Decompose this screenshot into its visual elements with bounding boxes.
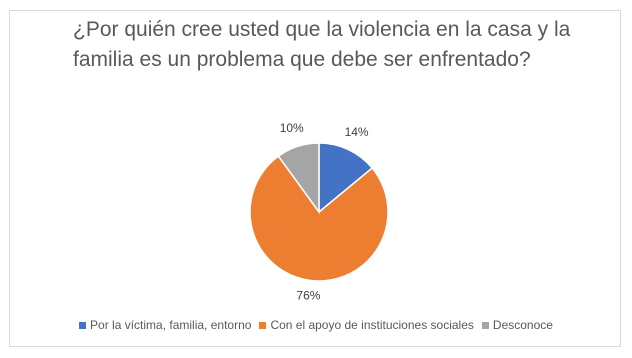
data-label: 14% — [345, 125, 369, 139]
pie-slice — [249, 155, 389, 282]
pie-slice — [277, 142, 320, 215]
legend-label: Con el apoyo de instituciones sociales — [270, 318, 474, 332]
legend-label: Por la víctima, familia, entorno — [90, 318, 252, 332]
data-labels: 14% 76% 10% — [280, 121, 369, 303]
legend-label: Desconoce — [492, 318, 553, 332]
legend-swatch — [481, 321, 489, 329]
pie-slice — [318, 142, 374, 214]
data-label: 10% — [280, 121, 304, 135]
legend-swatch — [259, 321, 267, 329]
legend-swatch — [79, 321, 87, 329]
data-label: 76% — [296, 289, 320, 303]
legend: Por la víctima, familia, entorno Con el … — [0, 318, 632, 332]
pie-slices — [249, 142, 389, 282]
legend-item: Desconoce — [481, 318, 553, 332]
legend-item: Con el apoyo de instituciones sociales — [259, 318, 474, 332]
legend-item: Por la víctima, familia, entorno — [79, 318, 251, 332]
chart-title: ¿Por quién cree usted que la violencia e… — [73, 18, 571, 71]
